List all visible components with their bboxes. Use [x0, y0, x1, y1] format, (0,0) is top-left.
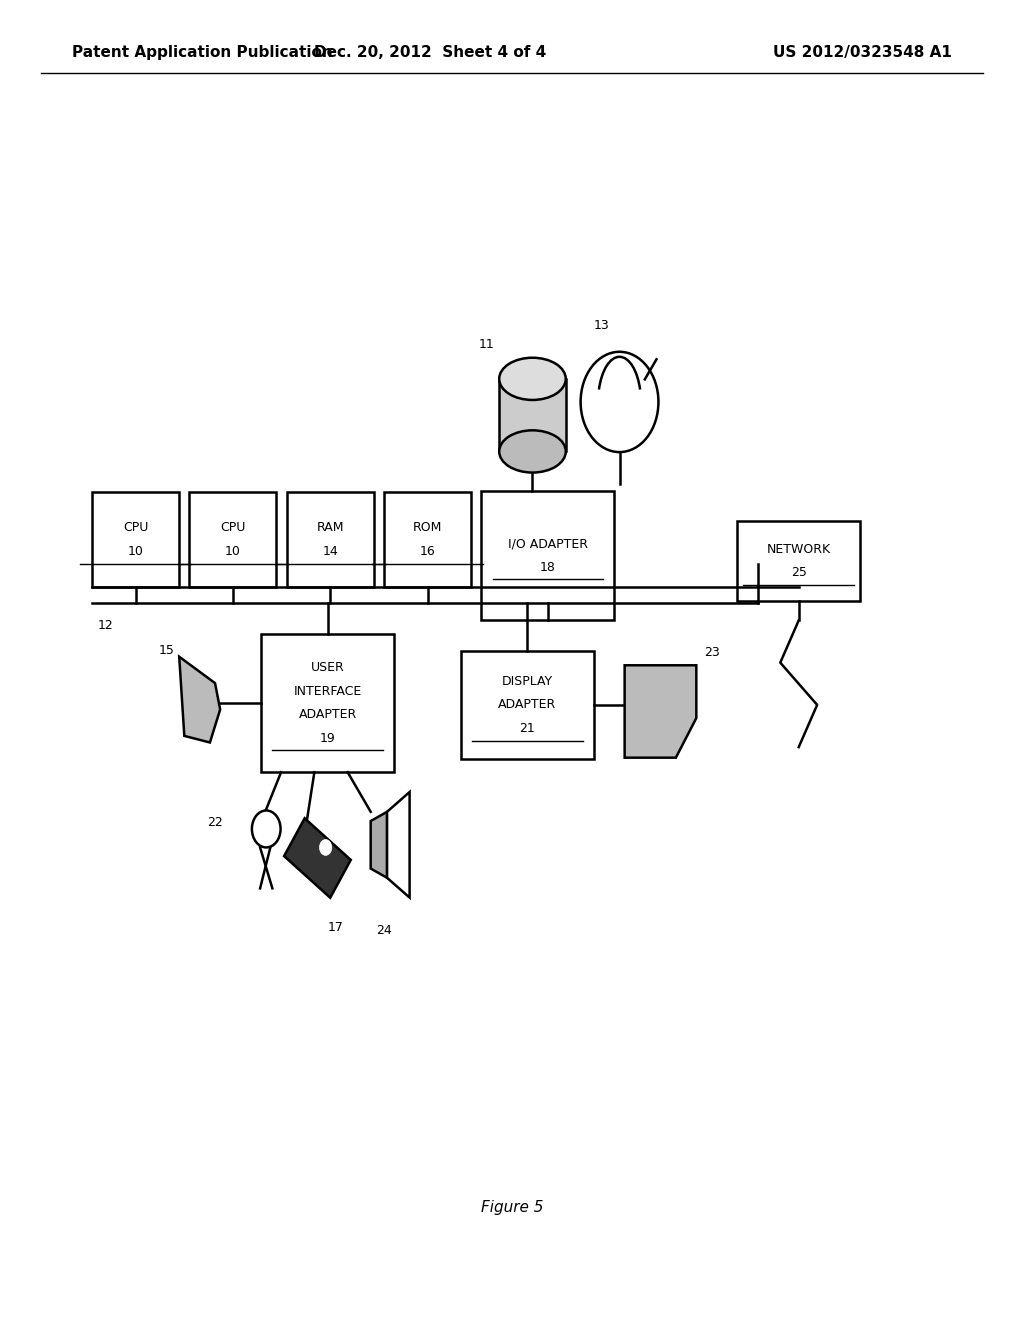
Text: RAM: RAM — [316, 521, 344, 535]
Text: 23: 23 — [705, 645, 720, 659]
Bar — [737, 521, 860, 601]
Bar — [461, 651, 594, 759]
Text: CPU: CPU — [220, 521, 246, 535]
Text: I/O ADAPTER: I/O ADAPTER — [508, 537, 588, 550]
Bar — [189, 492, 276, 587]
Text: 10: 10 — [128, 545, 143, 558]
Text: NETWORK: NETWORK — [767, 543, 830, 556]
Text: 18: 18 — [540, 561, 556, 574]
Bar — [92, 492, 179, 587]
Polygon shape — [387, 792, 410, 898]
Text: INTERFACE: INTERFACE — [294, 685, 361, 697]
Text: Dec. 20, 2012  Sheet 4 of 4: Dec. 20, 2012 Sheet 4 of 4 — [314, 45, 546, 61]
Bar — [499, 379, 565, 451]
Text: 24: 24 — [376, 924, 392, 937]
Circle shape — [581, 351, 658, 451]
Text: CPU: CPU — [123, 521, 148, 535]
Ellipse shape — [499, 430, 565, 473]
Ellipse shape — [499, 358, 565, 400]
Text: 21: 21 — [519, 722, 536, 735]
Bar — [261, 634, 394, 772]
Text: DISPLAY: DISPLAY — [502, 675, 553, 688]
Bar — [287, 492, 374, 587]
Polygon shape — [371, 812, 387, 878]
Bar — [481, 491, 614, 620]
Polygon shape — [625, 665, 696, 758]
Text: ADAPTER: ADAPTER — [499, 698, 556, 711]
Text: 15: 15 — [159, 644, 175, 656]
Text: 22: 22 — [207, 816, 223, 829]
Text: 11: 11 — [478, 338, 495, 351]
Text: 17: 17 — [328, 921, 344, 935]
Polygon shape — [179, 657, 220, 742]
Text: 12: 12 — [97, 619, 113, 632]
Text: 25: 25 — [791, 566, 807, 579]
Text: US 2012/0323548 A1: US 2012/0323548 A1 — [773, 45, 952, 61]
Text: 10: 10 — [225, 545, 241, 558]
Text: 19: 19 — [319, 733, 336, 744]
Bar — [384, 492, 471, 587]
Text: Patent Application Publication: Patent Application Publication — [72, 45, 333, 61]
Text: 14: 14 — [323, 545, 338, 558]
Text: Figure 5: Figure 5 — [480, 1200, 544, 1216]
Circle shape — [319, 840, 332, 855]
Polygon shape — [284, 818, 351, 898]
Circle shape — [252, 810, 281, 847]
Text: ADAPTER: ADAPTER — [299, 709, 356, 721]
Text: USER: USER — [311, 661, 344, 673]
Text: 16: 16 — [420, 545, 435, 558]
Text: ROM: ROM — [413, 521, 442, 535]
Text: 13: 13 — [594, 319, 609, 331]
